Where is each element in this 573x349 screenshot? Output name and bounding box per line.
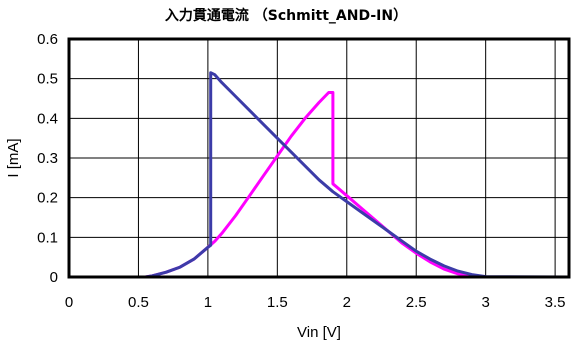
series-layer <box>69 71 570 279</box>
y-tick-label: 0.4 <box>37 110 58 127</box>
plot-frame <box>67 37 571 279</box>
x-axis-label: Vin [V] <box>297 324 341 341</box>
y-tick-label: 0.6 <box>37 31 58 48</box>
x-tick-label: 3 <box>481 294 489 311</box>
x-tick-label: 3.5 <box>545 294 566 311</box>
x-axis-ticks: 0 0.5 1 1.5 2 2.5 3 3.5 <box>65 294 566 311</box>
grid <box>68 38 569 278</box>
x-tick-label: 0.5 <box>128 294 149 311</box>
x-tick-label: 2 <box>343 294 351 311</box>
y-axis-ticks: 0 0.1 0.2 0.3 0.4 0.5 0.6 <box>37 31 58 286</box>
x-tick-label: 1.5 <box>267 294 288 311</box>
y-tick-label: 0.1 <box>37 229 58 246</box>
y-tick-label: 0.5 <box>37 71 58 88</box>
series-line-1 <box>69 91 569 279</box>
x-tick-label: 1 <box>204 294 212 311</box>
y-tick-label: 0.2 <box>37 190 58 207</box>
y-axis-label: I [mA] <box>5 138 22 177</box>
y-tick-label: 0 <box>50 269 58 286</box>
x-tick-label: 0 <box>65 294 73 311</box>
chart-title: 入力貫通電流 （Schmitt_AND-IN） <box>165 7 407 24</box>
series-line-2 <box>69 71 570 279</box>
y-tick-label: 0.3 <box>37 150 58 167</box>
x-tick-label: 2.5 <box>406 294 427 311</box>
